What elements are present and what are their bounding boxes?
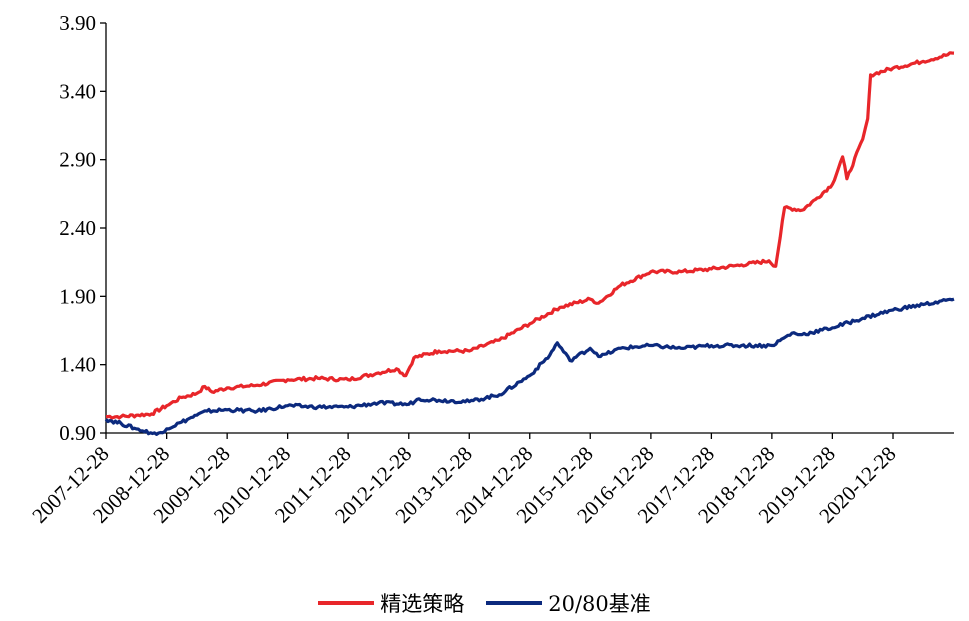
legend-label-series-1: 精选策略 [380, 592, 465, 616]
y-tick-label: 2.90 [59, 148, 96, 172]
legend-item-series-2: 20/80基准 [486, 588, 651, 618]
y-tick-label: 1.90 [59, 284, 96, 308]
series-line-2 [104, 297, 955, 436]
y-axis: 0.90 1.40 1.90 2.40 2.90 3.40 3.90 [59, 11, 107, 445]
series-layer [104, 51, 955, 436]
legend: 精选策略 20/80基准 [0, 588, 969, 618]
y-tick-label: 2.40 [59, 216, 96, 240]
y-tick-label: 3.90 [59, 11, 96, 35]
y-tick-label: 1.40 [59, 353, 96, 377]
legend-item-series-1: 精选策略 [318, 588, 464, 618]
legend-swatch-series-2 [486, 601, 543, 605]
y-tick-label: 0.90 [59, 421, 96, 445]
x-axis: 2007-12-282008-12-282009-12-282010-12-28… [27, 432, 954, 528]
series-line-1 [106, 51, 955, 420]
legend-swatch-series-1 [318, 601, 375, 605]
legend-label-series-2: 20/80基准 [548, 592, 651, 616]
y-tick-label: 3.40 [59, 79, 96, 103]
